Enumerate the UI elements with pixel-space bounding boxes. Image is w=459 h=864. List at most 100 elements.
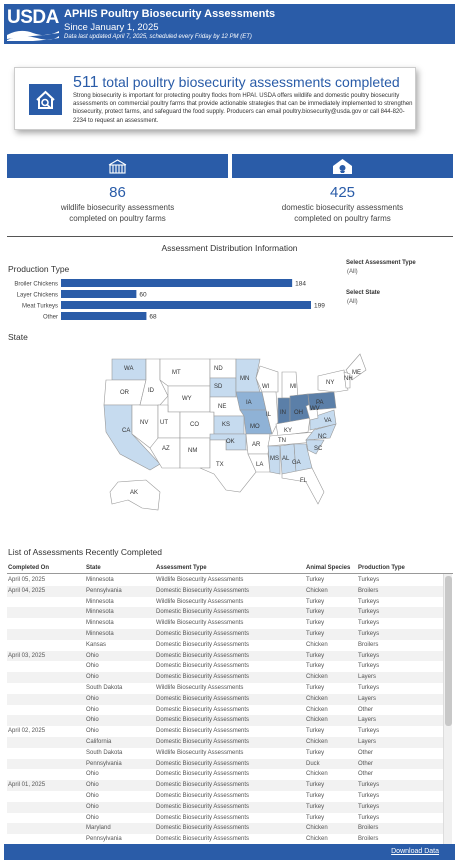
col-animal-species[interactable]: Animal Species <box>306 565 351 571</box>
table-row[interactable]: April 04, 2025 Pennsylvania Domestic Biose… <box>7 585 447 597</box>
table-row[interactable]: Minnesota Domestic Biosecurity Assessment… <box>7 629 447 640</box>
table-row[interactable]: Minnesota Wildlife Biosecurity Assessment… <box>7 597 447 608</box>
bar[interactable] <box>61 290 137 298</box>
cell-animal-species: Chicken <box>306 695 328 702</box>
last-updated-note: Data last updated April 7, 2025, schedul… <box>64 34 252 40</box>
table-row[interactable]: Ohio Domestic Biosecurity Assessments Chic… <box>7 715 447 727</box>
map-state-label: WA <box>124 366 133 372</box>
cell-production-type: Turkeys <box>358 728 380 735</box>
domestic-count-label: domestic biosecurity assessments complet… <box>281 203 404 223</box>
usda-logo-text: USDA <box>7 7 59 28</box>
table-row[interactable]: Kansas Domestic Biosecurity Assessments Ch… <box>7 640 447 651</box>
download-data-link[interactable]: Download Data <box>391 848 439 855</box>
footer-bar: Download Data <box>4 844 455 860</box>
table-row[interactable]: Ohio Domestic Biosecurity Assessments Turk… <box>7 661 447 672</box>
cell-production-type: Turkeys <box>358 803 380 810</box>
cell-assessment-type: Domestic Biosecurity Assessments <box>156 609 250 616</box>
state-MS <box>267 445 281 475</box>
cell-assessment-type: Domestic Biosecurity Assessments <box>156 641 250 648</box>
cell-production-type: Turkeys <box>358 793 380 799</box>
map-state-label: KY <box>284 428 292 434</box>
cell-animal-species: Turkey <box>306 803 325 810</box>
cell-assessment-type: Wildlife Biosecurity Assessments <box>156 749 244 756</box>
col-assessment-type[interactable]: Assessment Type <box>156 565 207 571</box>
cell-assessment-type: Domestic Biosecurity Assessments <box>156 825 250 832</box>
table-row[interactable]: Minnesota Domestic Biosecurity Assessment… <box>7 607 447 619</box>
cell-animal-species: Chicken <box>306 836 328 843</box>
cell-state: Pennsylvania <box>86 587 122 594</box>
col-production-type[interactable]: Production Type <box>358 565 405 571</box>
table-row[interactable]: Ohio Domestic Biosecurity Assessments Turk… <box>7 813 447 824</box>
domestic-count: 425 <box>329 184 356 201</box>
cell-assessment-type: Domestic Biosecurity Assessments <box>156 836 250 843</box>
cell-assessment-type: Domestic Biosecurity Assessments <box>156 728 250 735</box>
map-state-label: AL <box>282 456 290 462</box>
cell-assessment-type: Domestic Biosecurity Assessments <box>156 771 250 778</box>
table-row[interactable]: Ohio Domestic Biosecurity Assessments Chic… <box>7 693 447 705</box>
table-scrollbar[interactable] <box>443 574 452 844</box>
col-completed-on[interactable]: Completed On <box>8 565 50 571</box>
table-row[interactable]: Ohio Domestic Biosecurity Assessments Chic… <box>7 769 447 780</box>
cell-animal-species: Chicken <box>306 674 328 681</box>
table-row[interactable]: California Domestic Biosecurity Assessmen… <box>7 737 447 748</box>
map-state-label: ME <box>352 370 361 376</box>
section-divider <box>7 236 453 237</box>
table-row[interactable]: April 01, 2025 Ohio Domestic Biosecurity A… <box>7 780 447 791</box>
cell-animal-species: Turkey <box>306 782 325 789</box>
map-state-label: SD <box>214 384 223 390</box>
table-row[interactable]: Pennsylvania Domestic Biosecurity Assessm… <box>7 758 447 770</box>
map-state-label: IA <box>246 400 252 406</box>
table-row[interactable]: Pennsylvania Domestic Biosecurity Assessm… <box>7 834 447 845</box>
map-state-label: KS <box>222 422 230 428</box>
bar[interactable] <box>61 279 293 287</box>
map-state-label: NH <box>344 376 353 382</box>
table-row[interactable]: South Dakota Wildlife Biosecurity Assessm… <box>7 683 447 694</box>
table-row[interactable]: South Dakota Wildlife Biosecurity Assessm… <box>7 748 447 759</box>
cell-production-type: Layers <box>358 695 377 702</box>
domestic-stat-banner <box>232 154 453 178</box>
map-state-label: NY <box>326 380 334 386</box>
page-subtitle: Since January 1, 2025 <box>64 22 159 33</box>
bar[interactable] <box>61 312 147 320</box>
bar-value-label: 199 <box>314 303 325 310</box>
cell-assessment-type: Domestic Biosecurity Assessments <box>156 674 250 681</box>
map-state-label: OH <box>294 410 303 416</box>
state-filter[interactable]: (All) <box>347 299 358 305</box>
col-state[interactable]: State <box>86 565 101 571</box>
cell-animal-species: Turkey <box>306 577 325 583</box>
map-state-label: TX <box>216 462 224 468</box>
cell-production-type: Other <box>358 760 374 767</box>
map-state-label: GA <box>292 460 301 466</box>
cell-animal-species: Chicken <box>306 717 328 724</box>
cell-production-type: Other <box>358 771 374 778</box>
cell-state: Pennsylvania <box>86 836 122 843</box>
map-state-label: CO <box>190 422 199 428</box>
state-MT <box>159 358 211 387</box>
map-state-label: UT <box>160 420 168 426</box>
table-row[interactable]: Ohio Domestic Biosecurity Assessments Turk… <box>7 791 447 802</box>
cell-state: Ohio <box>86 652 99 659</box>
assessment-type-filter[interactable]: (All) <box>347 269 358 275</box>
usda-logo[interactable]: USDA <box>7 7 59 41</box>
cell-production-type: Broilers <box>358 825 379 832</box>
us-state-map[interactable]: WA OR CA NV ID MT WY UT AZ CO NM ND SD NE KS OK TX MN IA MO… <box>0 342 455 538</box>
table-row[interactable]: April 05, 2025 Minnesota Wildlife Biosecur… <box>7 575 447 586</box>
cell-completed-on: April 04, 2025 <box>8 587 46 594</box>
table-row[interactable]: April 03, 2025 Ohio Domestic Biosecurity A… <box>7 650 447 662</box>
table-row[interactable]: Minnesota Wildlife Biosecurity Assessment… <box>7 618 447 629</box>
table-row[interactable]: April 02, 2025 Ohio Domestic Biosecurity A… <box>7 726 447 737</box>
map-state-label: ID <box>148 388 155 394</box>
bar[interactable] <box>61 301 311 309</box>
scrollbar-thumb[interactable] <box>445 576 452 726</box>
map-state-label: WV <box>310 406 320 412</box>
state-IL <box>261 391 279 435</box>
table-row[interactable]: Maryland Domestic Biosecurity Assessments… <box>7 823 447 835</box>
cell-assessment-type: Wildlife Biosecurity Assessments <box>156 685 244 691</box>
cell-state: Maryland <box>86 825 111 832</box>
map-state-label: MS <box>270 456 279 462</box>
bar-category-label: Broiler Chickens <box>14 282 58 288</box>
cell-animal-species: Turkey <box>306 685 325 691</box>
table-row[interactable]: Ohio Domestic Biosecurity Assessments Chic… <box>7 705 447 716</box>
table-row[interactable]: Ohio Domestic Biosecurity Assessments Turk… <box>7 801 447 813</box>
table-row[interactable]: Ohio Domestic Biosecurity Assessments Chic… <box>7 672 447 683</box>
